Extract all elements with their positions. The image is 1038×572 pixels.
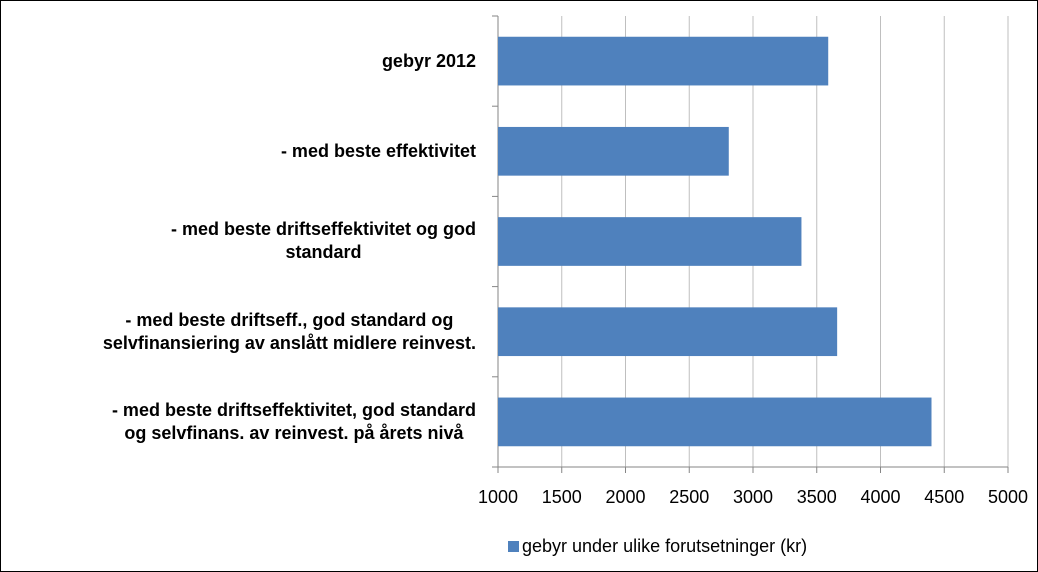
category-text: - med beste driftseffektivitet, god stan… <box>111 399 476 443</box>
legend-swatch <box>508 541 519 552</box>
y-tick-label: - med beste effektivitet <box>0 106 476 196</box>
x-tick-label: 1500 <box>542 487 582 507</box>
category-text: gebyr 2012 <box>381 50 476 71</box>
category-text: - med beste driftseffektivitet og god st… <box>170 219 476 263</box>
x-tick-label: 3000 <box>733 487 773 507</box>
y-tick-label: - med beste driftseff., god standard og … <box>0 287 476 377</box>
x-tick-label: 2000 <box>605 487 645 507</box>
bar <box>498 397 932 447</box>
x-tick-label: 2500 <box>669 487 709 507</box>
x-tick-label: 1000 <box>478 487 518 507</box>
y-tick-label: - med beste driftseffektivitet og god st… <box>0 196 476 286</box>
bar <box>498 307 838 357</box>
y-tick-label: gebyr 2012 <box>0 16 476 106</box>
x-tick-label: 4000 <box>860 487 900 507</box>
bar <box>498 36 829 86</box>
bar <box>498 217 802 266</box>
x-tick-label: 4500 <box>924 487 964 507</box>
y-tick-label: - med beste driftseffektivitet, god stan… <box>0 377 476 467</box>
x-tick-label: 3500 <box>797 487 837 507</box>
bar <box>498 126 729 176</box>
category-text: - med beste driftseff., god standard og … <box>102 309 476 353</box>
legend-label: gebyr under ulike forutsetninger (kr) <box>522 536 807 556</box>
x-tick-label: 5000 <box>988 487 1028 507</box>
category-text: - med beste effektivitet <box>280 140 476 161</box>
